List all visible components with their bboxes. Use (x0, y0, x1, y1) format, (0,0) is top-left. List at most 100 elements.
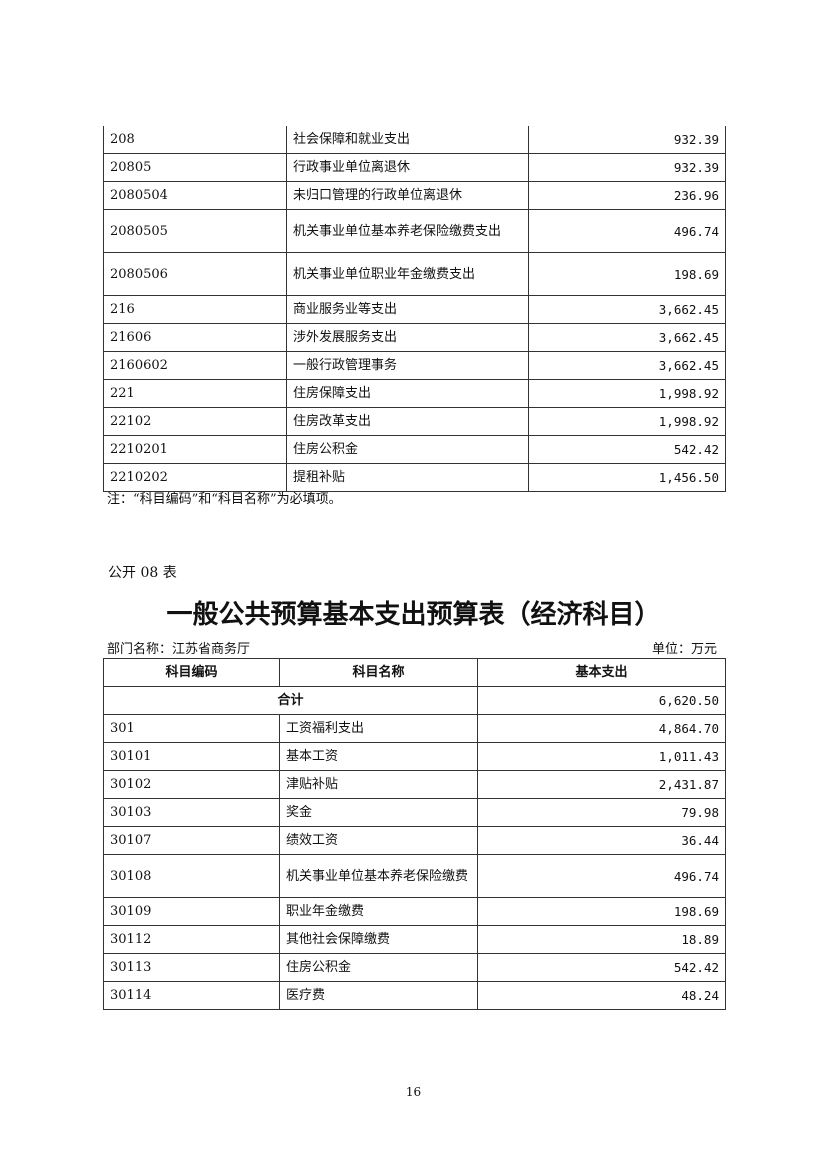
amount: 3,662.45 (528, 323, 726, 352)
subject-name: 提租补贴 (286, 463, 529, 492)
amount: 932.39 (528, 153, 726, 182)
table-row: 30107 绩效工资 36.44 (103, 826, 726, 855)
subject-name: 住房保障支出 (286, 379, 529, 408)
table-row: 30103 奖金 79.98 (103, 798, 726, 827)
table-row: 30109 职业年金缴费 198.69 (103, 897, 726, 926)
table-row: 30114 医疗费 48.24 (103, 981, 726, 1010)
amount: 79.98 (477, 798, 726, 827)
table-row: 2210202 提租补贴 1,456.50 (103, 463, 726, 492)
subject-code: 30102 (103, 770, 280, 799)
table-row: 2160602 一般行政管理事务 3,662.45 (103, 351, 726, 380)
subject-name: 住房改革支出 (286, 407, 529, 436)
subject-name: 住房公积金 (286, 435, 529, 464)
header-name: 科目名称 (279, 658, 478, 687)
amount: 2,431.87 (477, 770, 726, 799)
subject-code: 208 (103, 126, 287, 154)
amount: 1,998.92 (528, 407, 726, 436)
amount: 198.69 (528, 252, 726, 296)
subject-name: 一般行政管理事务 (286, 351, 529, 380)
table-row: 20805 行政事业单位离退休 932.39 (103, 153, 726, 182)
table-row: 30108 机关事业单位基本养老保险缴费 496.74 (103, 854, 726, 898)
amount: 1,011.43 (477, 742, 726, 771)
subject-code: 221 (103, 379, 287, 408)
subject-name: 行政事业单位离退休 (286, 153, 529, 182)
subject-name: 机关事业单位职业年金缴费支出 (286, 252, 529, 296)
subject-name: 未归口管理的行政单位离退休 (286, 181, 529, 210)
amount: 932.39 (528, 126, 726, 154)
amount: 3,662.45 (528, 351, 726, 380)
table-row: 30112 其他社会保障缴费 18.89 (103, 925, 726, 954)
subject-name: 其他社会保障缴费 (279, 925, 478, 954)
table-row: 2080505 机关事业单位基本养老保险缴费支出 496.74 (103, 209, 726, 253)
subject-name: 医疗费 (279, 981, 478, 1010)
subject-name: 社会保障和就业支出 (286, 126, 529, 154)
amount: 542.42 (477, 953, 726, 982)
amount: 236.96 (528, 181, 726, 210)
table-label: 公开 08 表 (108, 565, 177, 581)
subject-code: 216 (103, 295, 287, 324)
amount: 48.24 (477, 981, 726, 1010)
subject-name: 津贴补贴 (279, 770, 478, 799)
subject-name: 奖金 (279, 798, 478, 827)
subject-code: 30114 (103, 981, 280, 1010)
subject-code: 2210201 (103, 435, 287, 464)
subject-code: 30103 (103, 798, 280, 827)
table-row: 221 住房保障支出 1,998.92 (103, 379, 726, 408)
subject-code: 30112 (103, 925, 280, 954)
amount: 1,456.50 (528, 463, 726, 492)
page-title: 一般公共预算基本支出预算表（经济科目） (166, 600, 661, 630)
subject-code: 2210202 (103, 463, 287, 492)
table-row: 21606 涉外发展服务支出 3,662.45 (103, 323, 726, 352)
subject-code: 20805 (103, 153, 287, 182)
table-row: 30102 津贴补贴 2,431.87 (103, 770, 726, 799)
subject-code: 2080506 (103, 252, 287, 296)
subject-code: 30101 (103, 742, 280, 771)
table-row: 2210201 住房公积金 542.42 (103, 435, 726, 464)
table-row: 301 工资福利支出 4,864.70 (103, 714, 726, 743)
table-row: 208 社会保障和就业支出 932.39 (103, 126, 726, 154)
table-row: 2080504 未归口管理的行政单位离退休 236.96 (103, 181, 726, 210)
subject-code: 2160602 (103, 351, 287, 380)
amount: 542.42 (528, 435, 726, 464)
subject-name: 住房公积金 (279, 953, 478, 982)
subject-code: 30108 (103, 854, 280, 898)
table-header-row: 科目编码 科目名称 基本支出 (103, 658, 726, 687)
subject-name: 基本工资 (279, 742, 478, 771)
subject-code: 30107 (103, 826, 280, 855)
department-name: 部门名称：江苏省商务厅 (107, 642, 251, 657)
page-number: 16 (405, 1085, 422, 1099)
table-note: 注：“科目编码”和“科目名称”为必填项。 (107, 492, 342, 507)
table-row: 216 商业服务业等支出 3,662.45 (103, 295, 726, 324)
table-row: 2080506 机关事业单位职业年金缴费支出 198.69 (103, 252, 726, 296)
subject-code: 30113 (103, 953, 280, 982)
subject-code: 301 (103, 714, 280, 743)
amount: 36.44 (477, 826, 726, 855)
subject-code: 30109 (103, 897, 280, 926)
total-row: 合计 6,620.50 (103, 686, 726, 715)
subject-code: 22102 (103, 407, 287, 436)
subject-name: 职业年金缴费 (279, 897, 478, 926)
subject-code: 2080505 (103, 209, 287, 253)
amount: 4,864.70 (477, 714, 726, 743)
amount: 18.89 (477, 925, 726, 954)
header-amount: 基本支出 (477, 658, 726, 687)
amount: 1,998.92 (528, 379, 726, 408)
total-amount: 6,620.50 (477, 686, 726, 715)
subject-name: 商业服务业等支出 (286, 295, 529, 324)
amount: 198.69 (477, 897, 726, 926)
amount: 496.74 (528, 209, 726, 253)
subject-name: 涉外发展服务支出 (286, 323, 529, 352)
subject-code: 2080504 (103, 181, 287, 210)
subject-name: 绩效工资 (279, 826, 478, 855)
unit-label: 单位：万元 (651, 642, 717, 657)
total-label: 合计 (103, 686, 478, 715)
subject-name: 机关事业单位基本养老保险缴费支出 (286, 209, 529, 253)
subject-name: 工资福利支出 (279, 714, 478, 743)
subject-name: 机关事业单位基本养老保险缴费 (279, 854, 478, 898)
header-code: 科目编码 (103, 658, 280, 687)
table-row: 30113 住房公积金 542.42 (103, 953, 726, 982)
table-row: 22102 住房改革支出 1,998.92 (103, 407, 726, 436)
subject-expenditure-table: 208 社会保障和就业支出 932.39 20805 行政事业单位离退休 932.39 20… (103, 126, 726, 492)
amount: 3,662.45 (528, 295, 726, 324)
table-row: 30101 基本工资 1,011.43 (103, 742, 726, 771)
